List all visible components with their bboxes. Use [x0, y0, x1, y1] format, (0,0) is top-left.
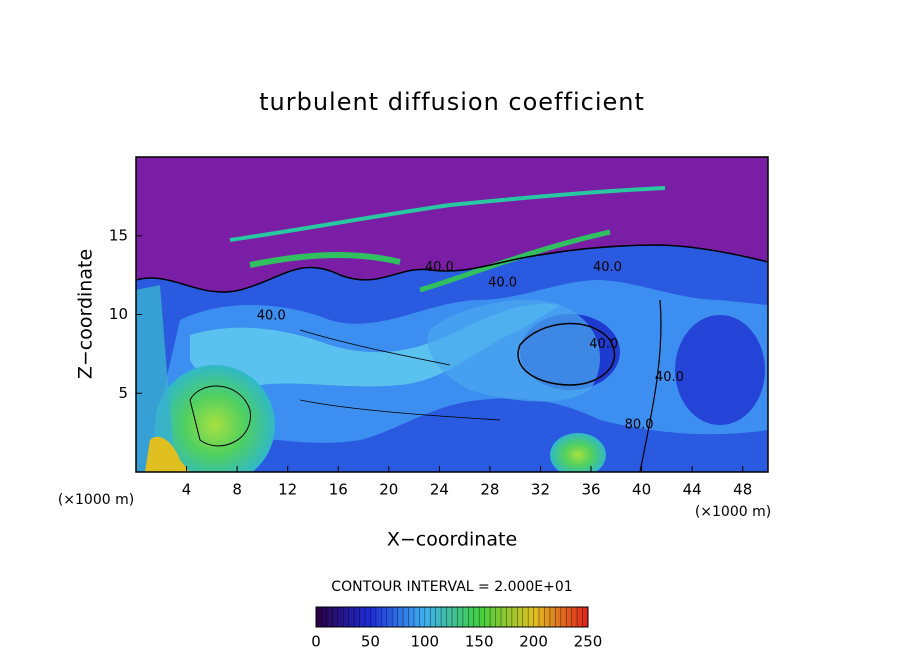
field	[136, 157, 768, 472]
contour-label: 40.0	[257, 309, 286, 324]
colorbar-tick-label: 50	[361, 633, 380, 651]
x-tick-label: 32	[531, 481, 550, 499]
x-axis-label: X−coordinate	[387, 529, 517, 551]
contour-label: 40.0	[593, 260, 622, 275]
y-tick-label: 15	[109, 226, 128, 244]
x-tick-label: 12	[278, 481, 297, 499]
contour-label: 40.0	[488, 276, 517, 291]
x-tick-label: 16	[329, 481, 348, 499]
x-tick-label: 40	[632, 481, 651, 499]
y-tick-label: 5	[118, 384, 128, 402]
x-tick-label: 36	[581, 481, 600, 499]
contour-label: 40.0	[589, 337, 618, 352]
contour-label: 40.0	[425, 260, 454, 275]
x-unit-label: (×1000 m)	[58, 492, 134, 508]
x-tick-label: 8	[232, 481, 242, 499]
colorbar-tick-label: 250	[574, 633, 603, 651]
y-tick-label: 10	[109, 305, 128, 323]
contour-interval: CONTOUR INTERVAL = 2.000E+01	[331, 579, 572, 595]
contour-label: 80.0	[625, 417, 654, 432]
colorbar-tick-label: 0	[311, 633, 321, 651]
x-tick-label: 28	[480, 481, 499, 499]
x-tick-label: 44	[683, 481, 702, 499]
x-unit-label: (×1000 m)	[695, 504, 771, 520]
y-axis-label: Z−coordinate	[75, 249, 97, 379]
colorbar-tick-label: 100	[410, 633, 439, 651]
x-tick-label: 20	[379, 481, 398, 499]
x-tick-label: 48	[733, 481, 752, 499]
chart-title: turbulent diffusion coefficient	[259, 88, 645, 116]
x-tick-label: 4	[182, 481, 192, 499]
contour-label: 40.0	[655, 370, 684, 385]
colorbar-tick-label: 200	[519, 633, 548, 651]
colorbar-tick-label: 150	[465, 633, 494, 651]
x-tick-label: 24	[430, 481, 449, 499]
